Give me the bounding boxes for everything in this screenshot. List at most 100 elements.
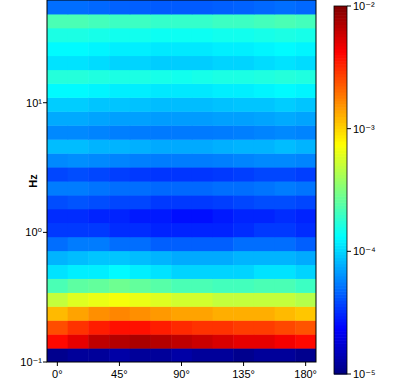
heatmap-cell: [171, 97, 192, 111]
heatmap-cell: [213, 125, 234, 139]
heatmap-cell: [150, 153, 171, 167]
heatmap-cell: [130, 320, 151, 334]
heatmap-cell: [130, 0, 151, 14]
heatmap-cell: [233, 56, 254, 71]
heatmap-cell: [47, 153, 68, 167]
heatmap-cell: [233, 70, 254, 84]
heatmap-cell: [213, 70, 234, 84]
heatmap-cell: [171, 0, 192, 14]
heatmap-cell: [109, 42, 130, 56]
heatmap-cell: [68, 195, 89, 209]
heatmap-cell: [88, 223, 109, 238]
heatmap-cell: [68, 320, 89, 334]
colorbar-tick: [347, 128, 351, 129]
heatmap-cell: [295, 97, 316, 111]
heatmap-cell: [171, 125, 192, 139]
heatmap-cell: [47, 195, 68, 209]
heatmap-cell: [109, 292, 130, 306]
heatmap-cell: [68, 306, 89, 320]
heatmap-cell: [109, 237, 130, 251]
heatmap-cell: [130, 97, 151, 111]
heatmap-cell: [295, 334, 316, 348]
heatmap-cell: [254, 14, 275, 28]
chart: 0°45°90°135°180°10⁻¹10⁰10¹Hz10⁻⁵10⁻⁴10⁻³…: [0, 0, 418, 383]
heatmap-cell: [130, 28, 151, 42]
heatmap-cell: [192, 334, 213, 348]
heatmap-cell: [192, 237, 213, 251]
heatmap-cell: [150, 125, 171, 139]
heatmap-cell: [47, 223, 68, 238]
heatmap-cell: [275, 237, 296, 251]
heatmap-cell: [233, 209, 254, 223]
heatmap-cell: [88, 237, 109, 251]
heatmap-cell: [254, 139, 275, 153]
heatmap-cell: [150, 348, 171, 362]
heatmap-cell: [109, 14, 130, 28]
heatmap-cell: [109, 153, 130, 167]
x-tick-label: 0°: [52, 368, 63, 380]
heatmap-cell: [109, 167, 130, 181]
heatmap-cell: [150, 251, 171, 265]
heatmap-cell: [47, 265, 68, 279]
heatmap-cell: [275, 0, 296, 14]
heatmap-cell: [275, 334, 296, 348]
heatmap-cell: [88, 278, 109, 292]
heatmap-cell: [254, 70, 275, 84]
heatmap-cell: [295, 42, 316, 56]
heatmap-cell: [47, 56, 68, 71]
heatmap-cell: [295, 223, 316, 238]
heatmap-cell: [295, 139, 316, 153]
heatmap-cell: [275, 167, 296, 181]
heatmap-cell: [233, 139, 254, 153]
heatmap-cell: [275, 195, 296, 209]
heatmap-cell: [295, 278, 316, 292]
heatmap-cell: [254, 125, 275, 139]
heatmap-cell: [254, 306, 275, 320]
heatmap-cell: [130, 292, 151, 306]
heatmap-cell: [171, 292, 192, 306]
heatmap-cell: [150, 70, 171, 84]
heatmap-cell: [213, 209, 234, 223]
x-tick: [119, 362, 120, 366]
heatmap-cell: [171, 278, 192, 292]
heatmap-cell: [150, 334, 171, 348]
heatmap-cell: [68, 83, 89, 97]
heatmap-cell: [275, 14, 296, 28]
heatmap-cell: [88, 292, 109, 306]
heatmap-cell: [171, 265, 192, 279]
heatmap-cell: [254, 265, 275, 279]
heatmap-cell: [88, 209, 109, 223]
heatmap-cell: [130, 125, 151, 139]
heatmap-cell: [171, 237, 192, 251]
heatmap-cell: [68, 181, 89, 196]
heatmap-cell: [68, 125, 89, 139]
heatmap-cell: [295, 237, 316, 251]
heatmap-cell: [47, 181, 68, 196]
heatmap-cell: [171, 251, 192, 265]
heatmap-cell: [213, 306, 234, 320]
heatmap-cell: [47, 334, 68, 348]
heatmap-cell: [47, 111, 68, 125]
heatmap-cell: [130, 195, 151, 209]
heatmap-cell: [192, 265, 213, 279]
heatmap-cell: [88, 306, 109, 320]
heatmap-cell: [171, 111, 192, 125]
heatmap-cell: [233, 14, 254, 28]
heatmap-cell: [192, 278, 213, 292]
heatmap-cells: [47, 0, 316, 362]
heatmap-cell: [68, 265, 89, 279]
heatmap-cell: [213, 14, 234, 28]
plot-frame: [47, 0, 316, 362]
heatmap-cell: [254, 278, 275, 292]
heatmap-cell: [130, 42, 151, 56]
heatmap-cell: [47, 306, 68, 320]
heatmap-cell: [254, 251, 275, 265]
heatmap-cell: [171, 334, 192, 348]
heatmap-cell: [213, 195, 234, 209]
heatmap-cell: [150, 111, 171, 125]
heatmap-cell: [88, 125, 109, 139]
heatmap-cell: [254, 223, 275, 238]
heatmap-cell: [47, 97, 68, 111]
heatmap-cell: [171, 56, 192, 71]
heatmap-cell: [254, 195, 275, 209]
